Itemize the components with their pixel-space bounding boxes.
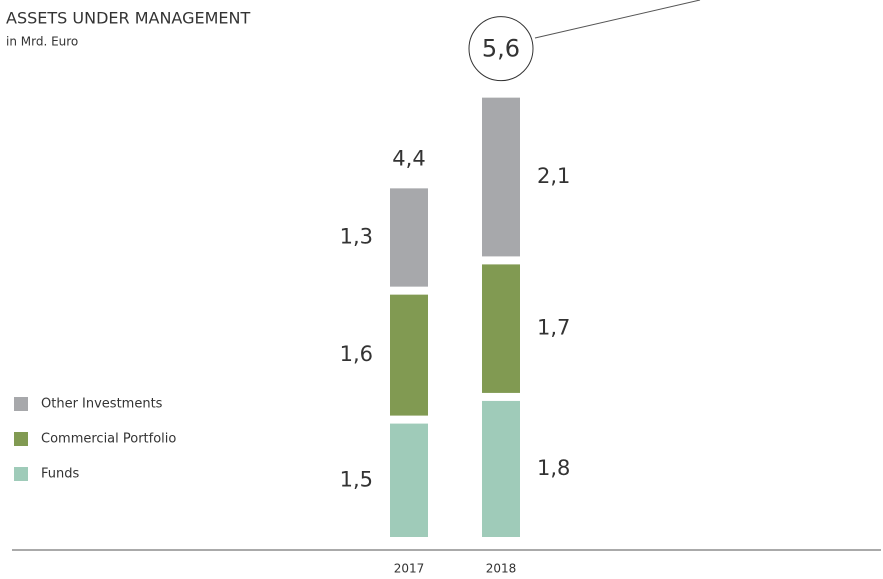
value-label: 1,7 [537,316,570,340]
value-label: 1,5 [340,467,373,491]
value-label: 1,6 [340,342,373,366]
value-label: 1,8 [537,456,570,480]
bar-segment [390,294,428,416]
bar-segment [482,400,520,537]
total-label: 5,6 [482,35,520,63]
legend-swatch [14,397,28,411]
callout-line [534,0,701,39]
bar-segment [482,97,520,257]
chart-title: ASSETS UNDER MANAGEMENT [6,9,250,28]
bar-segment [390,423,428,537]
total-label: 4,4 [392,146,425,170]
value-label: 2,1 [537,164,570,188]
bar-segment [482,264,520,393]
value-label: 1,3 [340,225,373,249]
x-tick-label: 2017 [394,562,425,576]
x-tick-label: 2018 [486,562,517,576]
chart-subtitle: in Mrd. Euro [6,35,78,49]
legend-swatch [14,467,28,481]
legend-label: Funds [41,467,79,482]
legend-label: Other Investments [41,397,163,412]
legend-label: Commercial Portfolio [41,432,176,447]
total-circle [468,16,534,82]
bar-segment [390,188,428,287]
legend-swatch [14,432,28,446]
